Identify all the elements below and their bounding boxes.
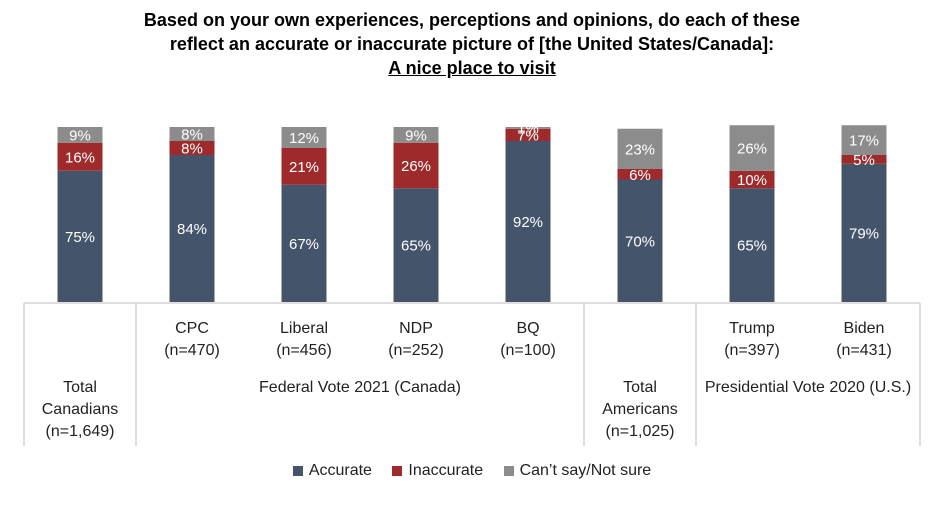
data-label-inaccurate-4: 26%	[401, 158, 431, 175]
category-label-8-line-1: Biden	[844, 320, 885, 337]
bar-inaccurate-5	[505, 128, 551, 141]
data-label-inaccurate-6: 6%	[629, 167, 651, 184]
bar-accurate-4	[393, 188, 439, 302]
bar-inaccurate-1	[57, 142, 103, 171]
data-label-accurate-1: 75%	[65, 229, 95, 246]
group-label-presidential-vote: Presidential Vote 2020 (U.S.)	[705, 379, 911, 396]
category-label-1-line-3: (n=1,649)	[46, 423, 115, 440]
data-label-not-sure-1: 9%	[69, 127, 91, 144]
category-label-6-line-2: Americans	[602, 401, 678, 418]
category-label-7-line-1: Trump	[729, 320, 775, 337]
data-label-accurate-5: 92%	[513, 214, 543, 231]
bar-inaccurate-4	[393, 142, 439, 189]
data-label-accurate-6: 70%	[625, 233, 655, 250]
bar-not-sure-4	[393, 127, 439, 143]
category-label-3-line-1: Liberal	[280, 320, 328, 337]
bar-inaccurate-8	[841, 155, 887, 164]
data-label-accurate-3: 67%	[289, 236, 319, 253]
bar-accurate-3	[281, 184, 327, 302]
chart-title-line-1: Based on your own experiences, perceptio…	[143, 10, 801, 30]
bar-inaccurate-7	[729, 170, 775, 189]
data-label-not-sure-5: 1%	[517, 120, 539, 137]
legend-item-not-sure: Can’t say/Not sure	[503, 462, 652, 480]
data-label-not-sure-3: 12%	[289, 130, 319, 147]
data-label-not-sure-4: 9%	[405, 127, 427, 144]
bar-accurate-5	[505, 141, 551, 302]
bar-not-sure-6	[617, 128, 663, 169]
data-label-not-sure-2: 8%	[181, 127, 203, 144]
category-label-4-line-1: NDP	[399, 320, 433, 337]
category-label-2-line-2: (n=470)	[164, 342, 220, 359]
category-label-6-line-1: Total	[623, 379, 657, 396]
bar-inaccurate-6	[617, 169, 663, 180]
category-label-4-line-2: (n=252)	[388, 342, 444, 359]
category-label-5-line-2: (n=100)	[500, 342, 556, 359]
category-label-7-line-2: (n=397)	[724, 342, 780, 359]
bar-not-sure-5	[505, 127, 551, 129]
category-label-8-line-2: (n=431)	[836, 342, 892, 359]
legend-item-accurate: Accurate	[292, 462, 372, 480]
data-label-inaccurate-3: 21%	[289, 159, 319, 176]
bar-accurate-7	[729, 188, 775, 302]
category-label-2-line-1: CPC	[175, 320, 209, 337]
chart-title-line-3: A nice place to visit	[388, 58, 556, 78]
legend-swatch-accurate	[292, 466, 303, 476]
bar-not-sure-3	[281, 127, 327, 148]
data-label-inaccurate-5: 7%	[517, 127, 539, 144]
data-label-inaccurate-1: 16%	[65, 149, 95, 166]
legend-swatch-not-sure	[503, 466, 514, 476]
legend-label-inaccurate: Inaccurate	[408, 462, 484, 479]
chart-title: Based on your own experiences, perceptio…	[0, 8, 944, 80]
bar-accurate-6	[617, 179, 663, 302]
data-label-inaccurate-7: 10%	[737, 172, 767, 189]
category-label-5-line-1: BQ	[516, 320, 539, 337]
data-label-accurate-7: 65%	[737, 238, 767, 255]
chart-title-line-2: reflect an accurate or inaccurate pictur…	[169, 34, 775, 54]
stacked-bar-chart: 75% 16% 9% 84% 8%8% 67% 21% 12% 65% 26% 9% 92% 7%1% 7…	[23, 120, 921, 446]
bar-accurate-2	[169, 155, 215, 302]
data-label-accurate-2: 84%	[177, 221, 207, 238]
legend-item-inaccurate: Inaccurate	[392, 462, 483, 480]
data-label-not-sure-6: 23%	[625, 141, 655, 158]
data-label-not-sure-8: 17%	[849, 133, 879, 150]
data-label-accurate-8: 79%	[849, 225, 879, 242]
category-label-1-line-2: Canadians	[42, 401, 119, 418]
bar-not-sure-7	[729, 125, 775, 171]
bar-not-sure-8	[841, 125, 887, 155]
data-label-inaccurate-2: 8%	[181, 141, 203, 158]
bar-not-sure-1	[57, 127, 103, 143]
bar-accurate-8	[841, 163, 887, 302]
data-label-accurate-4: 65%	[401, 238, 431, 255]
data-label-not-sure-7: 26%	[737, 141, 767, 158]
bar-inaccurate-3	[281, 148, 327, 185]
category-label-6-line-3: (n=1,025)	[606, 423, 675, 440]
data-label-inaccurate-8: 5%	[853, 152, 875, 169]
bar-accurate-1	[57, 170, 103, 302]
chart-legend: Accurate Inaccurate Can’t say/Not sure	[0, 462, 944, 481]
legend-label-accurate: Accurate	[308, 462, 372, 479]
bar-inaccurate-2	[169, 141, 215, 155]
group-label-federal-vote: Federal Vote 2021 (Canada)	[259, 379, 461, 396]
legend-swatch-inaccurate	[392, 466, 403, 476]
bar-not-sure-2	[169, 127, 215, 141]
category-label-3-line-2: (n=456)	[276, 342, 332, 359]
category-label-1-line-1: Total	[63, 379, 97, 396]
legend-label-not-sure: Can’t say/Not sure	[519, 462, 652, 479]
